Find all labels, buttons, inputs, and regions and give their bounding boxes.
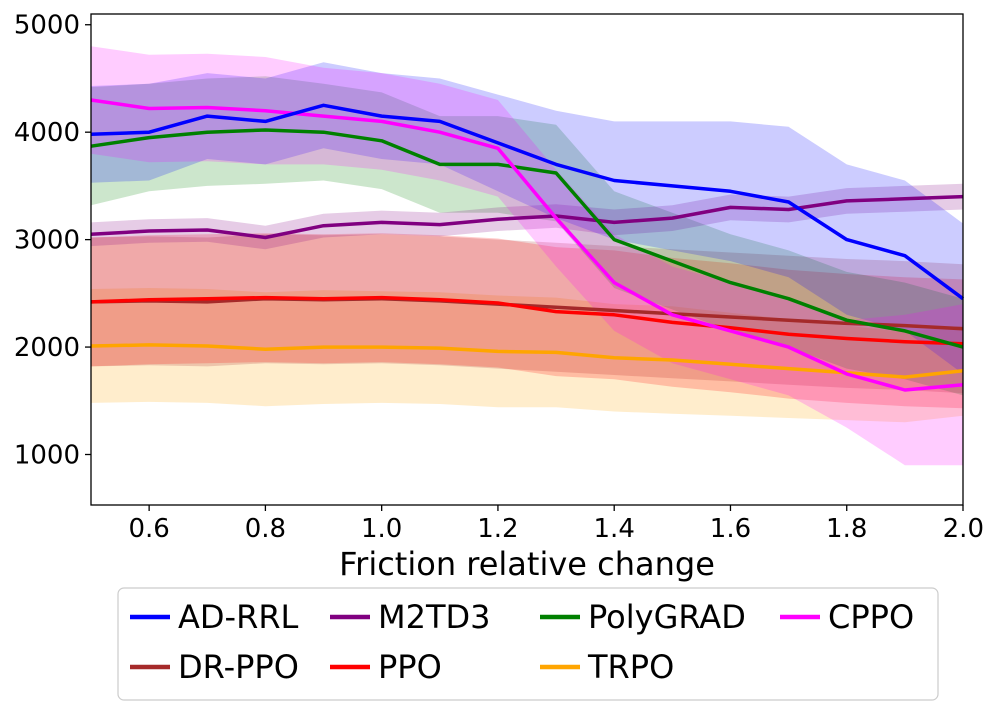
y-tick-label: 3000 [14, 226, 80, 256]
band-polygrad [91, 76, 963, 396]
line-ppo [90, 295, 964, 346]
plot-frame [90, 13, 964, 506]
y-tick-label: 2000 [14, 333, 80, 363]
x-tick-label: 1.0 [361, 514, 402, 544]
x-axis-title: Friction relative change [339, 545, 715, 583]
y-tick-label: 5000 [14, 11, 80, 41]
band-trpo [91, 288, 963, 423]
x-tick-label: 0.8 [245, 514, 286, 544]
line-cppo [90, 98, 964, 392]
band-ad-rrl [91, 62, 963, 374]
x-tick-label: 1.8 [826, 514, 867, 544]
legend-label-m2td3: M2TD3 [378, 598, 491, 636]
x-tick-label: 0.6 [128, 514, 169, 544]
legend: AD-RRL M2TD3 PolyGRAD CPPO DR-PPO PPO TRPO [117, 587, 939, 701]
band-cppo [91, 46, 963, 466]
x-tick-label: 1.4 [594, 514, 635, 544]
band-dr-ppo [91, 234, 963, 394]
x-tick-label: 2.0 [943, 514, 984, 544]
y-tick-label: 4000 [14, 118, 80, 148]
line-trpo [90, 343, 964, 379]
legend-box [117, 587, 939, 701]
y-axis: 1000 2000 3000 4000 5000 [14, 11, 91, 471]
legend-label-dr-ppo: DR-PPO [178, 648, 299, 686]
x-tick-label: 1.6 [710, 514, 751, 544]
legend-label-polygrad: PolyGRAD [588, 598, 746, 636]
legend-label-ppo: PPO [378, 648, 442, 686]
x-axis: 0.6 0.8 1.0 1.2 1.4 1.6 1.8 2.0 [128, 505, 984, 544]
legend-label-trpo: TRPO [587, 648, 674, 686]
line-polygrad [90, 128, 964, 349]
line-m2td3 [90, 194, 964, 240]
series-lines [90, 98, 965, 392]
legend-label-ad-rrl: AD-RRL [178, 598, 299, 636]
y-tick-label: 1000 [14, 441, 80, 471]
legend-label-cppo: CPPO [828, 598, 914, 636]
x-tick-label: 1.2 [477, 514, 518, 544]
line-ad-rrl [90, 103, 965, 301]
